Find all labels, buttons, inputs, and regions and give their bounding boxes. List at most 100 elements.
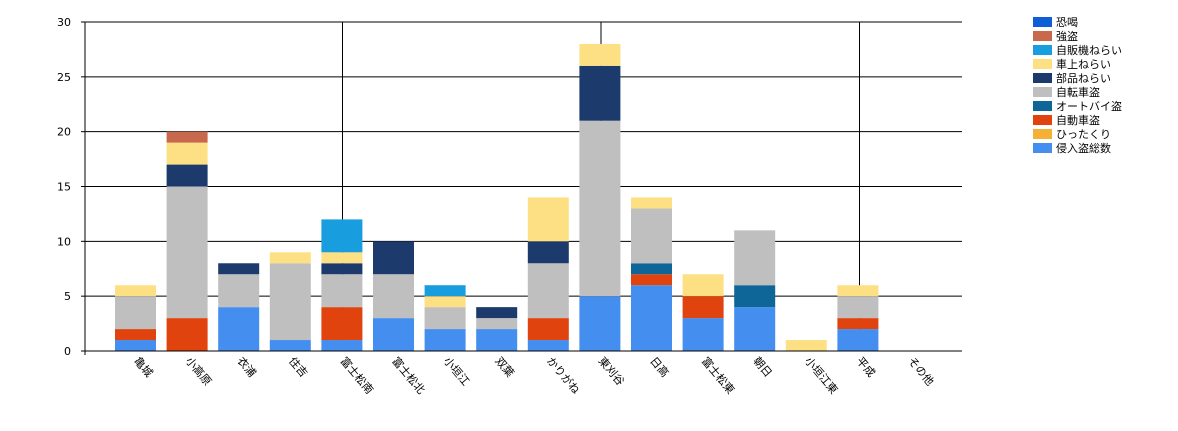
legend-item: 自動車盗 <box>1033 113 1122 127</box>
bar-segment <box>476 307 518 319</box>
bar-segment <box>682 296 724 319</box>
bar-segment <box>476 329 518 351</box>
bar-segment <box>579 65 621 121</box>
bar-segment <box>166 131 208 143</box>
bar-segment <box>166 186 208 319</box>
bar-segment <box>269 252 311 264</box>
legend-item: 自販機ねらい <box>1033 43 1122 57</box>
x-tick-label: 双葉 <box>492 354 517 380</box>
x-tick-label: 富士松東 <box>699 354 738 397</box>
bar-segment <box>424 285 466 297</box>
bar-segment <box>837 318 879 330</box>
bar-segment <box>321 274 363 308</box>
bar-segment <box>837 296 879 319</box>
bar-segment <box>476 318 518 330</box>
bar-segment <box>166 164 208 187</box>
bar-segment <box>734 230 776 286</box>
legend-item: 車上ねらい <box>1033 57 1122 71</box>
bar-segment <box>115 285 156 297</box>
legend-item: 部品ねらい <box>1033 71 1122 85</box>
bar-segment <box>321 307 363 341</box>
bar-segment <box>115 340 156 351</box>
bar-segment <box>373 274 414 319</box>
x-tick-label: 富士松南 <box>338 354 377 397</box>
legend-swatch <box>1033 17 1052 27</box>
legend-item: 自転車盗 <box>1033 85 1122 99</box>
x-tick-label: 平成 <box>854 355 878 380</box>
bar-segment <box>321 263 363 275</box>
bar-segment <box>527 318 569 341</box>
legend-swatch <box>1033 87 1052 97</box>
legend-swatch <box>1033 115 1052 125</box>
x-tick-label: 富士松北 <box>389 354 428 397</box>
bar-segment <box>631 197 672 209</box>
legend-swatch <box>1033 31 1052 41</box>
legend-label: 強盗 <box>1056 30 1078 43</box>
bar-segment <box>321 340 363 351</box>
bar-segment <box>631 274 672 286</box>
bar-segment <box>166 142 208 165</box>
bar-segment <box>424 329 466 351</box>
bar-segment <box>321 219 363 253</box>
x-tick-label: 小垣江 <box>441 355 472 389</box>
bar-segment <box>218 263 260 275</box>
legend-swatch <box>1033 101 1052 111</box>
y-tick-label: 5 <box>64 290 71 303</box>
bar-segment <box>837 285 879 297</box>
bar-segment <box>373 241 414 275</box>
bar-segment <box>785 340 827 351</box>
legend-swatch <box>1033 143 1052 153</box>
bar-segment <box>115 296 156 330</box>
x-tick-label: 小垣江東 <box>802 355 840 397</box>
bar-segment <box>631 208 672 264</box>
y-tick-label: 10 <box>57 235 71 248</box>
bar-segment <box>373 318 414 351</box>
x-tick-label: 衣浦 <box>234 354 259 380</box>
x-tick-label: 亀城 <box>131 354 156 380</box>
x-tick-label: 朝日 <box>750 355 774 380</box>
bar-segment <box>269 340 311 351</box>
bar-segment <box>218 274 260 308</box>
x-tick-label: 住吉 <box>286 354 311 380</box>
bar-segment <box>321 252 363 264</box>
x-tick-label: その他 <box>905 355 936 389</box>
bar-segment <box>579 296 621 351</box>
legend-item: 恐喝 <box>1033 15 1122 29</box>
legend-label: オートバイ盗 <box>1056 100 1122 113</box>
bar-segment <box>579 43 621 66</box>
legend-swatch <box>1033 129 1052 139</box>
bar-segment <box>115 329 156 341</box>
bar-segment <box>734 285 776 308</box>
bar-segment <box>527 263 569 319</box>
bar-segment <box>166 318 208 351</box>
legend-swatch <box>1033 59 1052 69</box>
legend-label: 侵入盗総数 <box>1056 142 1111 155</box>
bar-segment <box>527 241 569 264</box>
y-tick-label: 20 <box>57 126 71 139</box>
legend-label: 部品ねらい <box>1056 72 1111 85</box>
legend-item: オートバイ盗 <box>1033 99 1122 113</box>
bar-segment <box>682 274 724 297</box>
bar-segment <box>424 307 466 330</box>
y-tick-label: 15 <box>57 181 71 194</box>
legend-label: 恐喝 <box>1056 16 1078 29</box>
legend-item: 強盗 <box>1033 29 1122 43</box>
legend-swatch <box>1033 45 1052 55</box>
bar-segment <box>631 285 672 351</box>
bar-segment <box>734 307 776 351</box>
y-tick-label: 0 <box>64 345 71 358</box>
legend: 恐喝 強盗 自販機ねらい 車上ねらい 部品ねらい 自転車盗 オートバイ盗 自動車盗 ひったくり侵… <box>1033 15 1122 155</box>
bar-segment <box>682 318 724 351</box>
bar-segment <box>631 263 672 275</box>
legend-swatch <box>1033 73 1052 83</box>
legend-item: ひったくり <box>1033 127 1122 141</box>
legend-label: 車上ねらい <box>1056 58 1111 71</box>
bar-segment <box>218 307 260 351</box>
bar-segment <box>527 340 569 351</box>
legend-label: 自動車盗 <box>1056 114 1100 127</box>
bar-segment <box>269 263 311 341</box>
legend-label: 自販機ねらい <box>1056 44 1122 57</box>
legend-label: ひったくり <box>1056 128 1111 141</box>
